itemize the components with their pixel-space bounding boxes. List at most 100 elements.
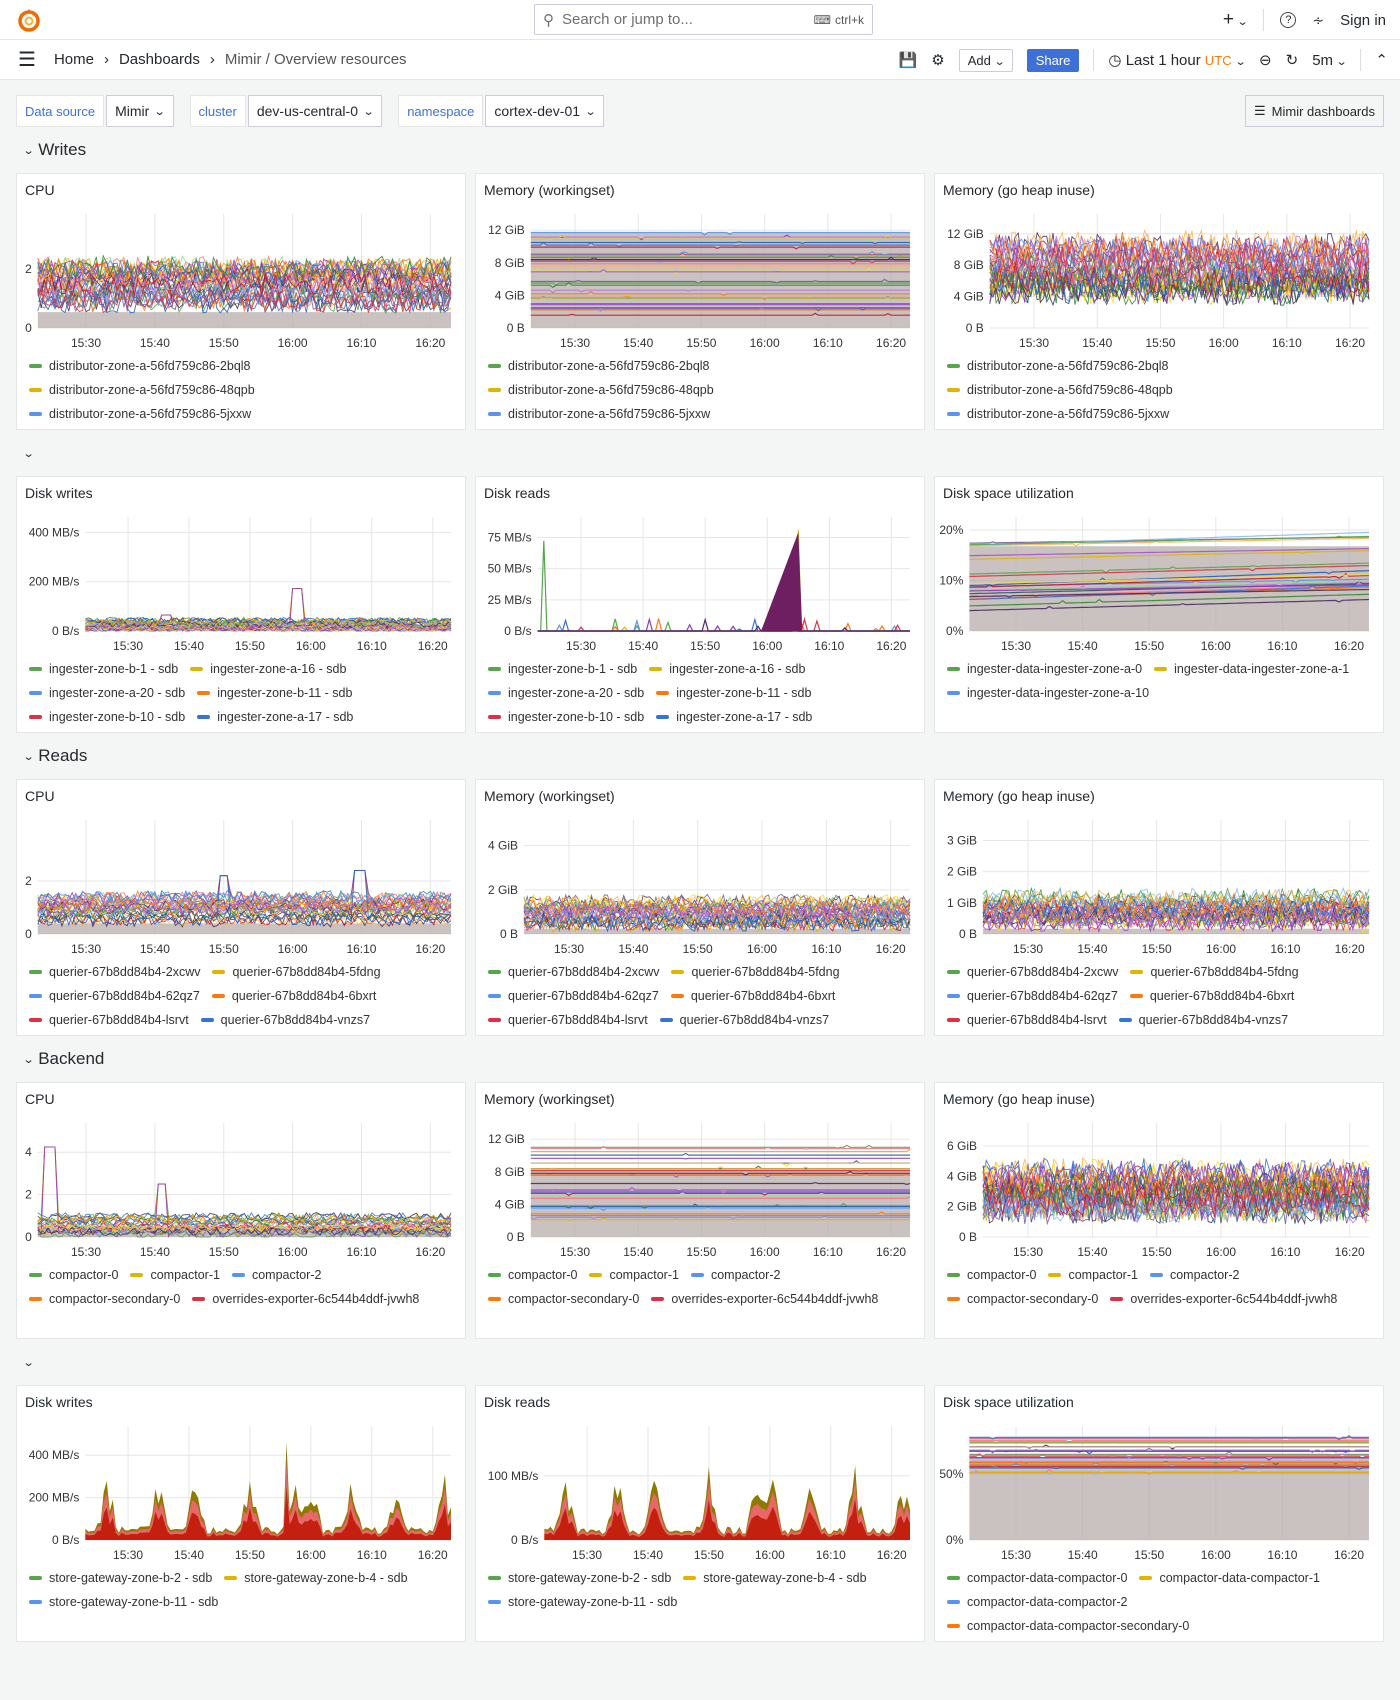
legend-item[interactable]: distributor-zone-a-56fd759c86-48qpb bbox=[488, 378, 714, 402]
panel-title[interactable]: Memory (workingset) bbox=[484, 182, 615, 198]
panel-title[interactable]: CPU bbox=[25, 1091, 55, 1107]
panel-title[interactable]: Disk writes bbox=[25, 1394, 93, 1410]
legend-item[interactable]: compactor-0 bbox=[488, 1263, 577, 1287]
legend-item[interactable]: ingester-zone-a-20 - sdb bbox=[488, 681, 644, 705]
legend-item[interactable]: compactor-0 bbox=[947, 1263, 1036, 1287]
legend-item[interactable]: compactor-1 bbox=[1048, 1263, 1138, 1287]
panel-title[interactable]: Disk writes bbox=[25, 485, 93, 501]
panel[interactable]: Disk space utilization 15:30 15:40 15:50 16:… bbox=[934, 1385, 1384, 1642]
panel[interactable]: CPU 15:30 15:40 15:50 16:00 16:10 16:20 0 2 distr… bbox=[16, 173, 466, 430]
row-header[interactable]: ⌄ bbox=[16, 441, 1384, 465]
panel[interactable]: Disk writes 15:30 15:40 15:50 16:00 16:10 16:2… bbox=[16, 476, 466, 733]
panel[interactable]: Memory (go heap inuse) 15:30 15:40 15:50 16:… bbox=[934, 779, 1384, 1036]
legend-item[interactable]: compactor-data-compactor-secondary-0 bbox=[947, 1614, 1189, 1638]
timeseries-chart[interactable]: 15:30 15:40 15:50 16:00 16:10 16:20 0 B/s 25 MB… bbox=[476, 517, 926, 657]
legend-item[interactable]: ingester-zone-a-17 - sdb bbox=[656, 705, 812, 729]
legend-item[interactable]: compactor-secondary-0 bbox=[488, 1287, 639, 1311]
legend-item[interactable]: compactor-2 bbox=[1149, 1263, 1239, 1287]
legend-item[interactable]: distributor-zone-a-56fd759c86-2bql8 bbox=[488, 354, 710, 378]
panel-title[interactable]: Memory (go heap inuse) bbox=[943, 788, 1095, 804]
legend-item[interactable]: querier-67b8dd84b4-2xcwv bbox=[947, 960, 1118, 984]
panel-title[interactable]: CPU bbox=[25, 182, 55, 198]
collapse-toolbar-icon[interactable]: ⌃ bbox=[1375, 52, 1388, 69]
legend-item[interactable]: compactor-2 bbox=[690, 1263, 780, 1287]
legend-item[interactable]: compactor-data-compactor-1 bbox=[1139, 1566, 1320, 1590]
timeseries-chart[interactable]: 15:30 15:40 15:50 16:00 16:10 16:20 0 B 4 GiB 8 … bbox=[476, 1123, 926, 1263]
legend-item[interactable]: distributor-zone-a-56fd759c86-48qpb bbox=[29, 378, 255, 402]
variable-select-cluster[interactable]: dev-us-central-0 ⌄ bbox=[247, 95, 383, 127]
timeseries-chart[interactable]: 15:30 15:40 15:50 16:00 16:10 16:20 0 2 4 bbox=[17, 1123, 467, 1263]
zoom-out-icon[interactable]: ⊖ bbox=[1259, 52, 1272, 69]
share-button[interactable]: Share bbox=[1026, 48, 1080, 72]
timeseries-chart[interactable]: 15:30 15:40 15:50 16:00 16:10 16:20 0 B 2 GiB 4 … bbox=[935, 1123, 1385, 1263]
menu-icon[interactable]: ☰ bbox=[18, 49, 36, 71]
legend-item[interactable]: ingester-zone-b-10 - sdb bbox=[488, 705, 644, 729]
legend-item[interactable]: querier-67b8dd84b4-2xcwv bbox=[488, 960, 659, 984]
legend-item[interactable]: querier-67b8dd84b4-6bxrt bbox=[670, 984, 835, 1008]
panel[interactable]: Memory (go heap inuse) 15:30 15:40 15:50 16:… bbox=[934, 173, 1384, 430]
legend-item[interactable]: compactor-2 bbox=[231, 1263, 321, 1287]
timeseries-chart[interactable]: 15:30 15:40 15:50 16:00 16:10 16:20 0 B 4 GiB 8 … bbox=[935, 214, 1385, 354]
legend-item[interactable]: distributor-zone-a-56fd759c86-5jxxw bbox=[488, 402, 710, 426]
panel[interactable]: CPU 15:30 15:40 15:50 16:00 16:10 16:20 0 2 queri… bbox=[16, 779, 466, 1036]
legend-item[interactable]: compactor-data-compactor-0 bbox=[947, 1566, 1127, 1590]
variable-select-namespace[interactable]: cortex-dev-01 ⌄ bbox=[485, 95, 605, 127]
legend-item[interactable]: querier-67b8dd84b4-vnzs7 bbox=[200, 1008, 370, 1032]
sign-in-link[interactable]: Sign in bbox=[1340, 11, 1386, 29]
legend-item[interactable]: ingester-zone-a-16 - sdb bbox=[649, 657, 805, 681]
legend-item[interactable]: querier-67b8dd84b4-6bxrt bbox=[211, 984, 376, 1008]
legend-item[interactable]: distributor-zone-a-56fd759c86-48qpb bbox=[947, 378, 1173, 402]
legend-item[interactable]: overrides-exporter-6c544b4ddf-jvwh8 bbox=[1110, 1287, 1337, 1311]
timeseries-chart[interactable]: 15:30 15:40 15:50 16:00 16:10 16:20 0 2 bbox=[17, 214, 467, 354]
panel[interactable]: Disk reads 15:30 15:40 15:50 16:00 16:10 16:20… bbox=[475, 476, 925, 733]
panel[interactable]: Memory (workingset) 15:30 15:40 15:50 16:00 1… bbox=[475, 173, 925, 430]
legend-item[interactable]: querier-67b8dd84b4-5fdng bbox=[1130, 960, 1299, 984]
legend-item[interactable]: querier-67b8dd84b4-62qz7 bbox=[488, 984, 659, 1008]
legend-item[interactable]: ingester-zone-b-11 - sdb bbox=[197, 681, 352, 705]
legend-item[interactable]: querier-67b8dd84b4-5fdng bbox=[671, 960, 840, 984]
legend-item[interactable]: compactor-data-compactor-2 bbox=[947, 1590, 1127, 1614]
panel-title[interactable]: Memory (workingset) bbox=[484, 1091, 615, 1107]
panel-title[interactable]: Disk space utilization bbox=[943, 1394, 1074, 1410]
timeseries-chart[interactable]: 15:30 15:40 15:50 16:00 16:10 16:20 0 2 bbox=[17, 820, 467, 960]
timeseries-chart[interactable]: 15:30 15:40 15:50 16:00 16:10 16:20 0 B 4 GiB 8 … bbox=[476, 214, 926, 354]
legend-item[interactable]: querier-67b8dd84b4-vnzs7 bbox=[659, 1008, 829, 1032]
legend-item[interactable]: compactor-secondary-0 bbox=[947, 1287, 1098, 1311]
legend-item[interactable]: ingester-zone-a-16 - sdb bbox=[190, 657, 346, 681]
legend-item[interactable]: store-gateway-zone-b-11 - sdb bbox=[488, 1590, 677, 1614]
legend-item[interactable]: distributor-zone-a-56fd759c86-2bql8 bbox=[29, 354, 251, 378]
gear-icon[interactable]: ⚙ bbox=[931, 52, 945, 69]
panel-title[interactable]: Disk reads bbox=[484, 1394, 551, 1410]
row-header[interactable]: ⌄ bbox=[16, 1350, 1384, 1374]
panel-title[interactable]: Memory (go heap inuse) bbox=[943, 1091, 1095, 1107]
timeseries-chart[interactable]: 15:30 15:40 15:50 16:00 16:10 16:20 0% 50% bbox=[935, 1426, 1385, 1566]
legend-item[interactable]: overrides-exporter-6c544b4ddf-jvwh8 bbox=[651, 1287, 878, 1311]
legend-item[interactable]: ingester-data-ingester-zone-a-1 bbox=[1154, 657, 1349, 681]
legend-item[interactable]: compactor-secondary-0 bbox=[29, 1287, 180, 1311]
legend-item[interactable]: querier-67b8dd84b4-5fdng bbox=[212, 960, 381, 984]
legend-item[interactable]: ingester-zone-a-17 - sdb bbox=[197, 705, 353, 729]
legend-item[interactable]: compactor-1 bbox=[589, 1263, 679, 1287]
legend-item[interactable]: querier-67b8dd84b4-lsrvt bbox=[947, 1008, 1107, 1032]
legend-item[interactable]: distributor-zone-a-56fd759c86-5jxxw bbox=[29, 402, 251, 426]
mimir-dashboards-button[interactable]: ☰ Mimir dashboards bbox=[1245, 95, 1384, 127]
panel-title[interactable]: Memory (go heap inuse) bbox=[943, 182, 1095, 198]
panel[interactable]: Memory (go heap inuse) 15:30 15:40 15:50 16:… bbox=[934, 1082, 1384, 1339]
refresh-icon[interactable]: ↻ bbox=[1285, 52, 1299, 69]
legend-item[interactable]: distributor-zone-a-56fd759c86-5jxxw bbox=[947, 402, 1169, 426]
panel[interactable]: CPU 15:30 15:40 15:50 16:00 16:10 16:20 0 2 4 comp… bbox=[16, 1082, 466, 1339]
timeseries-chart[interactable]: 15:30 15:40 15:50 16:00 16:10 16:20 0% 10% 20% bbox=[935, 517, 1385, 657]
legend-item[interactable]: compactor-0 bbox=[29, 1263, 118, 1287]
legend-item[interactable]: querier-67b8dd84b4-vnzs7 bbox=[1118, 1008, 1288, 1032]
add-button[interactable]: Add ⌄ bbox=[958, 48, 1013, 72]
legend-item[interactable]: ingester-zone-b-10 - sdb bbox=[29, 705, 185, 729]
panel-title[interactable]: Disk space utilization bbox=[943, 485, 1074, 501]
new-menu-button[interactable]: + ⌄ bbox=[1223, 9, 1249, 31]
row-header[interactable]: ⌄ Reads bbox=[16, 744, 1384, 768]
timeseries-chart[interactable]: 15:30 15:40 15:50 16:00 16:10 16:20 0 B 2 GiB 4 … bbox=[476, 820, 926, 960]
panel-title[interactable]: Memory (workingset) bbox=[484, 788, 615, 804]
row-header[interactable]: ⌄ Backend bbox=[16, 1047, 1384, 1071]
legend-item[interactable]: ingester-zone-a-20 - sdb bbox=[29, 681, 185, 705]
panel[interactable]: Memory (workingset) 15:30 15:40 15:50 16:00 1… bbox=[475, 1082, 925, 1339]
row-header[interactable]: ⌄ Writes bbox=[16, 138, 1384, 162]
